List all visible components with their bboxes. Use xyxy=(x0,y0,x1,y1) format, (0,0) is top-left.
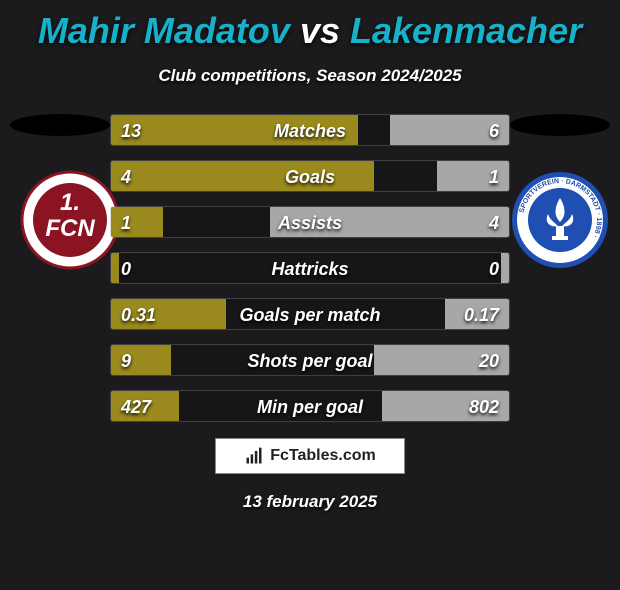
stat-label: Min per goal xyxy=(111,391,509,422)
stat-row: 0.310.17Goals per match xyxy=(110,298,510,330)
stat-label: Assists xyxy=(111,207,509,238)
darmstadt-badge-icon: SPORTVEREIN · DARMSTADT · 1898 · xyxy=(510,170,610,270)
stat-label: Matches xyxy=(111,115,509,146)
stat-row: 920Shots per goal xyxy=(110,344,510,376)
stat-label: Hattricks xyxy=(111,253,509,284)
shadow-right xyxy=(510,114,610,136)
title-player-left: Mahir Madatov xyxy=(38,10,290,51)
fcn-badge-icon: 1. FCN xyxy=(20,170,120,270)
footer-date: 13 february 2025 xyxy=(0,492,620,512)
stat-label: Goals per match xyxy=(111,299,509,330)
stat-row: 00Hattricks xyxy=(110,252,510,284)
stat-row: 14Assists xyxy=(110,206,510,238)
footer-site: FcTables.com xyxy=(270,447,376,465)
chart-icon xyxy=(244,446,264,466)
stat-row: 136Matches xyxy=(110,114,510,146)
club-badge-right: SPORTVEREIN · DARMSTADT · 1898 · xyxy=(510,170,610,270)
svg-text:1.: 1. xyxy=(60,189,80,216)
stat-row: 427802Min per goal xyxy=(110,390,510,422)
page-title: Mahir Madatov vs Lakenmacher xyxy=(0,10,620,52)
subtitle: Club competitions, Season 2024/2025 xyxy=(0,66,620,86)
stat-label: Goals xyxy=(111,161,509,192)
title-vs: vs xyxy=(290,10,350,51)
club-badge-left: 1. FCN xyxy=(20,170,120,270)
stats-bars: 136Matches 41Goals 14Assists 00Hattricks 0.3… xyxy=(110,114,510,422)
comparison-panel: 1. FCN SPORTVEREIN · DARMSTADT · 1898 · … xyxy=(0,114,620,422)
stat-row: 41Goals xyxy=(110,160,510,192)
svg-text:FCN: FCN xyxy=(45,215,95,242)
title-player-right: Lakenmacher xyxy=(350,10,582,51)
shadow-left xyxy=(10,114,110,136)
footer-watermark[interactable]: FcTables.com xyxy=(215,438,405,474)
stat-label: Shots per goal xyxy=(111,345,509,376)
